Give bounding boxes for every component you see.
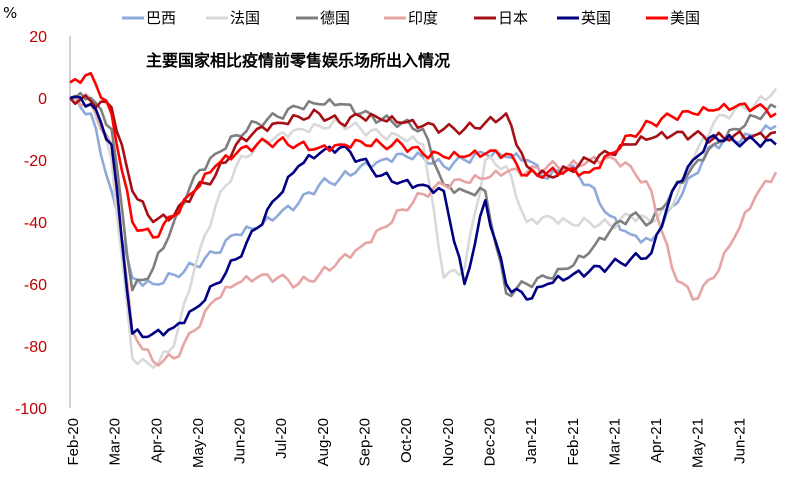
y-tick-label: -100 bbox=[15, 401, 47, 418]
legend-label: 日本 bbox=[498, 9, 528, 27]
x-tick-label: Nov-20 bbox=[440, 418, 457, 466]
x-tick-label: Jul-20 bbox=[273, 418, 290, 459]
x-tick-label: Feb-20 bbox=[65, 418, 82, 466]
x-tick-label: Mar-20 bbox=[107, 418, 124, 466]
legend-label: 巴西 bbox=[146, 9, 176, 27]
legend-item: 德国 bbox=[296, 9, 350, 27]
series-lines bbox=[69, 71, 778, 369]
series-line-6 bbox=[69, 95, 777, 339]
y-tick-label: -20 bbox=[24, 153, 47, 170]
legend-label: 德国 bbox=[320, 9, 350, 27]
legend-item: 法国 bbox=[206, 9, 260, 27]
legend-item: 巴西 bbox=[122, 9, 176, 27]
legend-item: 印度 bbox=[384, 9, 438, 27]
x-tick-label: Apr-20 bbox=[148, 418, 165, 463]
x-tick-label: Jun-20 bbox=[232, 418, 249, 464]
legend-item: 日本 bbox=[474, 9, 528, 27]
legend: 巴西 法国 德国 印度 日本 英国 美国 bbox=[122, 9, 700, 27]
y-axis: 20 0 -20 -40 -60 -80 -100 bbox=[15, 29, 71, 418]
series-line-5 bbox=[69, 94, 777, 224]
x-tick-label: Oct-20 bbox=[398, 418, 415, 463]
x-tick-label: Feb-21 bbox=[565, 418, 582, 466]
y-tick-label: -80 bbox=[24, 339, 47, 356]
x-axis: Feb-20 Mar-20 Apr-20 May-20 Jun-20 Jul-20 Aug-… bbox=[65, 418, 748, 468]
y-unit-label: % bbox=[3, 4, 17, 22]
y-tick-label: -40 bbox=[24, 215, 47, 232]
series-line-7 bbox=[69, 71, 777, 239]
x-tick-label: Aug-20 bbox=[315, 418, 332, 466]
legend-label: 印度 bbox=[408, 9, 438, 27]
x-tick-label: Dec-20 bbox=[481, 418, 498, 466]
legend-label: 法国 bbox=[230, 9, 260, 27]
x-tick-label: Apr-21 bbox=[648, 418, 665, 463]
legend-label: 英国 bbox=[581, 9, 611, 27]
x-tick-label: Jun-21 bbox=[731, 418, 748, 464]
legend-label: 美国 bbox=[670, 9, 700, 27]
y-tick-label: 0 bbox=[38, 91, 47, 108]
series-line-3 bbox=[69, 91, 777, 298]
x-tick-label: Jan-21 bbox=[523, 418, 540, 464]
x-tick-label: Mar-21 bbox=[606, 418, 623, 466]
legend-item: 英国 bbox=[557, 9, 611, 27]
series-line-4 bbox=[69, 94, 778, 367]
y-tick-label: -60 bbox=[24, 277, 47, 294]
chart-title: 主要国家相比疫情前零售娱乐场所出入情况 bbox=[146, 51, 450, 70]
legend-item: 美国 bbox=[646, 9, 700, 27]
x-tick-label: Sep-20 bbox=[357, 418, 374, 466]
x-tick-label: May-21 bbox=[690, 418, 707, 468]
y-tick-label: 20 bbox=[29, 29, 47, 46]
x-tick-label: May-20 bbox=[190, 418, 207, 468]
